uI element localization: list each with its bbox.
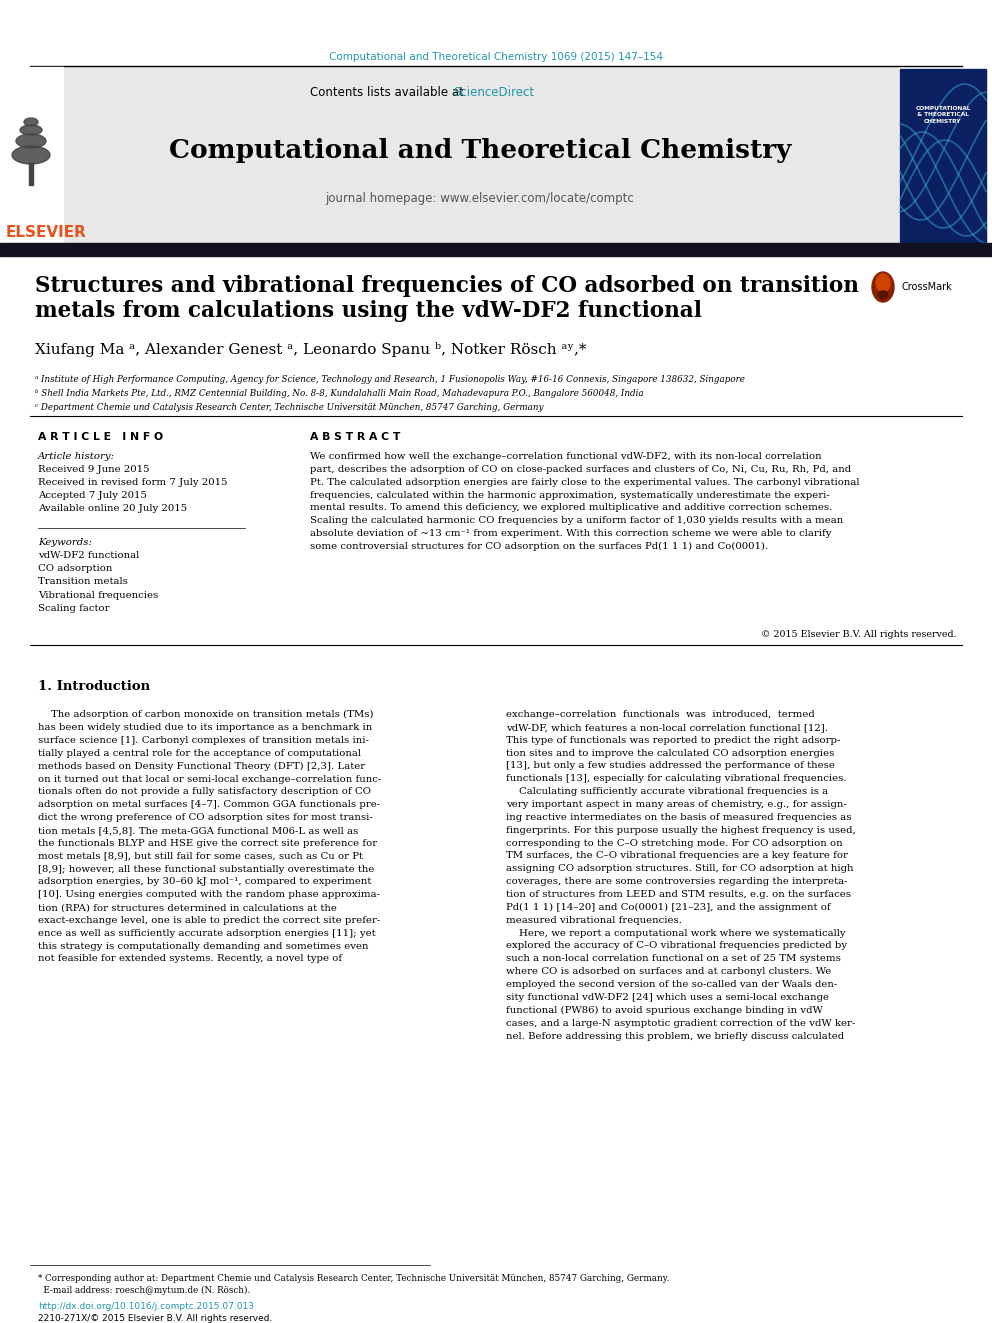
- Text: http://dx.doi.org/10.1016/j.comptc.2015.07.013: http://dx.doi.org/10.1016/j.comptc.2015.…: [38, 1302, 254, 1311]
- Text: We confirmed how well the exchange–correlation functional vdW-DF2, with its non-: We confirmed how well the exchange–corre…: [310, 452, 859, 552]
- Text: metals from calculations using the vdW-DF2 functional: metals from calculations using the vdW-D…: [35, 300, 702, 321]
- Text: COMPUTATIONAL
& THEORETICAL
CHEMISTRY: COMPUTATIONAL & THEORETICAL CHEMISTRY: [916, 106, 971, 123]
- Text: Computational and Theoretical Chemistry 1069 (2015) 147–154: Computational and Theoretical Chemistry …: [329, 52, 663, 62]
- Text: * Corresponding author at: Department Chemie und Catalysis Research Center, Tech: * Corresponding author at: Department Ch…: [38, 1274, 670, 1283]
- Text: The adsorption of carbon monoxide on transition metals (TMs)
has been widely stu: The adsorption of carbon monoxide on tra…: [38, 710, 381, 963]
- Text: Received 9 June 2015
Received in revised form 7 July 2015
Accepted 7 July 2015
A: Received 9 June 2015 Received in revised…: [38, 464, 227, 512]
- Text: ᵇ Shell India Markets Pte, Ltd., RMZ Centennial Building, No. 8-8, Kundalahalli : ᵇ Shell India Markets Pte, Ltd., RMZ Cen…: [35, 389, 644, 398]
- Ellipse shape: [20, 124, 42, 135]
- Text: 2210-271X/© 2015 Elsevier B.V. All rights reserved.: 2210-271X/© 2015 Elsevier B.V. All right…: [38, 1314, 273, 1323]
- Text: Contents lists available at: Contents lists available at: [310, 86, 467, 99]
- Text: Computational and Theoretical Chemistry: Computational and Theoretical Chemistry: [169, 138, 792, 163]
- Text: Keywords:: Keywords:: [38, 538, 92, 546]
- Text: vdW-DF2 functional
CO adsorption
Transition metals
Vibrational frequencies
Scali: vdW-DF2 functional CO adsorption Transit…: [38, 550, 159, 613]
- Text: exchange–correlation  functionals  was  introduced,  termed
vdW-DF, which featur: exchange–correlation functionals was int…: [506, 710, 856, 1041]
- Bar: [62, 67, 898, 245]
- Text: CrossMark: CrossMark: [901, 282, 951, 292]
- Text: Structures and vibrational frequencies of CO adsorbed on transition: Structures and vibrational frequencies o…: [35, 275, 859, 296]
- Text: ScienceDirect: ScienceDirect: [453, 86, 534, 99]
- Bar: [900, 69, 986, 243]
- Text: ᶜ Department Chemie und Catalysis Research Center, Technische Universität Münche: ᶜ Department Chemie und Catalysis Resear…: [35, 404, 544, 411]
- Text: E-mail address: roesch@mytum.de (N. Rösch).: E-mail address: roesch@mytum.de (N. Rösc…: [38, 1286, 250, 1295]
- Ellipse shape: [872, 273, 894, 302]
- Bar: [0, 243, 992, 255]
- Ellipse shape: [876, 274, 890, 292]
- Text: © 2015 Elsevier B.V. All rights reserved.: © 2015 Elsevier B.V. All rights reserved…: [762, 630, 957, 639]
- Text: ᵃ Institute of High Performance Computing, Agency for Science, Technology and Re: ᵃ Institute of High Performance Computin…: [35, 374, 745, 384]
- Ellipse shape: [878, 291, 888, 299]
- Text: 1. Introduction: 1. Introduction: [38, 680, 150, 693]
- Text: Xiufang Ma ᵃ, Alexander Genest ᵃ, Leonardo Spanu ᵇ, Notker Rösch ᵃʸ,*: Xiufang Ma ᵃ, Alexander Genest ᵃ, Leonar…: [35, 343, 586, 357]
- Ellipse shape: [16, 134, 46, 148]
- Ellipse shape: [12, 146, 50, 164]
- Text: Article history:: Article history:: [38, 452, 115, 460]
- Text: A B S T R A C T: A B S T R A C T: [310, 433, 401, 442]
- Bar: [29, 163, 33, 185]
- Text: ELSEVIER: ELSEVIER: [6, 225, 87, 239]
- Text: journal homepage: www.elsevier.com/locate/comptc: journal homepage: www.elsevier.com/locat…: [325, 192, 634, 205]
- Bar: [0, 67, 63, 245]
- Text: A R T I C L E   I N F O: A R T I C L E I N F O: [38, 433, 163, 442]
- Ellipse shape: [24, 118, 38, 126]
